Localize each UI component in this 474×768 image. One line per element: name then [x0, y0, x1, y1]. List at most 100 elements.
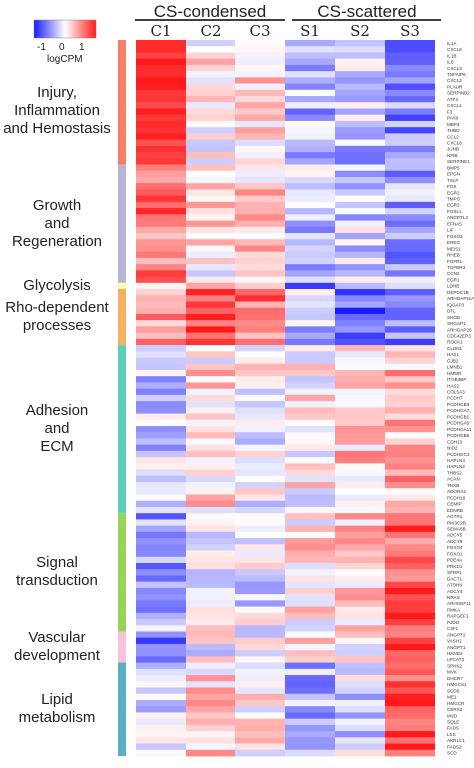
heatmap-cell [235, 500, 285, 508]
heatmap-cell [335, 419, 385, 427]
heatmap-cell [136, 326, 186, 334]
heatmap-cell [186, 133, 236, 141]
gene-label: LMNB1 [447, 365, 463, 370]
heatmap-cell [186, 320, 236, 327]
group-label-line: development [14, 647, 100, 664]
heatmap-cell [235, 494, 285, 502]
heatmap-cell [235, 612, 285, 620]
heatmap-cell [335, 457, 385, 464]
heatmap-cell [385, 127, 435, 134]
heatmap-cell [385, 338, 435, 346]
gene-label: NID2 [447, 446, 458, 451]
gene-label: CXCL8 [447, 140, 462, 145]
heatmap-cell [186, 183, 236, 190]
heatmap-cell [285, 170, 335, 178]
heatmap-cell [186, 637, 236, 645]
column-label-s3: S3 [400, 22, 420, 40]
heatmap-cell [235, 457, 285, 464]
heatmap-cell [235, 519, 285, 527]
heatmap-cell [335, 301, 385, 309]
gene-label: HAND2 [447, 651, 463, 656]
heatmap-cell [136, 450, 186, 458]
heatmap-cell [186, 675, 236, 682]
heatmap-cell [335, 114, 385, 122]
heatmap-cell [285, 737, 335, 744]
heatmap-cell [136, 264, 186, 271]
heatmap-cell [385, 52, 435, 60]
gene-label: EGR3 [447, 203, 460, 208]
gene-label: LSS [447, 732, 456, 737]
gene-label: IQGAP3 [447, 302, 465, 307]
heatmap-cell [186, 600, 236, 607]
gene-label: IL6 [447, 60, 454, 65]
heatmap-cell [335, 220, 385, 228]
heatmap-cell [285, 295, 335, 302]
heatmap-cell [285, 388, 335, 396]
heatmap-cell [186, 145, 236, 153]
heatmap-cell [136, 743, 186, 751]
heatmap-cell [186, 482, 236, 489]
heatmap-cell [335, 195, 385, 203]
heatmap-cell [235, 606, 285, 614]
group-bar [118, 662, 126, 756]
heatmap-cell [136, 625, 186, 632]
condition-title-condensed: CS-condensed [153, 2, 267, 21]
heatmap-cell [136, 345, 186, 352]
heatmap-cell [235, 83, 285, 91]
heatmap-cell [186, 724, 236, 732]
heatmap-cell [186, 594, 236, 601]
heatmap-cell [385, 594, 435, 601]
heatmap-cell [335, 77, 385, 84]
heatmap-cell [285, 506, 335, 514]
heatmap-cell [385, 214, 435, 221]
heatmap-cell [285, 687, 335, 695]
heatmap-cell [136, 394, 186, 402]
heatmap-cell [235, 575, 285, 583]
heatmap-cell [136, 531, 186, 539]
heatmap-cell [235, 127, 285, 134]
heatmap-cell [385, 513, 435, 520]
heatmap-cell [385, 556, 435, 564]
heatmap-cell [136, 139, 186, 147]
heatmap-cell [235, 338, 285, 346]
heatmap-cell [285, 575, 335, 583]
heatmap-cell [335, 108, 385, 116]
heatmap-cell [385, 712, 435, 720]
heatmap-cell [335, 550, 385, 558]
heatmap-cell [285, 320, 335, 327]
heatmap-cell [235, 96, 285, 103]
heatmap-cell [235, 619, 285, 626]
heatmap-cell [235, 357, 285, 365]
group-label: Growth and Regeneration [0, 197, 114, 251]
heatmap-cell [335, 357, 385, 365]
heatmap-cell [335, 643, 385, 651]
heatmap-cell [335, 307, 385, 315]
group-label-line: Glycolysis [23, 276, 91, 294]
heatmap-cell [335, 245, 385, 253]
heatmap-cell [235, 133, 285, 141]
heatmap-cell [235, 538, 285, 545]
heatmap-cell [385, 606, 435, 614]
heatmap-cell [186, 681, 236, 688]
heatmap-cell [335, 699, 385, 707]
heatmap-cell [285, 743, 335, 751]
heatmap-cell [235, 239, 285, 246]
heatmap-cell [385, 139, 435, 147]
gene-label: ARHGAP28 [447, 327, 472, 332]
heatmap-cell [335, 176, 385, 184]
heatmap-cell [235, 743, 285, 751]
heatmap-cell [186, 257, 236, 265]
heatmap-cell [335, 164, 385, 172]
heatmap-cell [335, 407, 385, 414]
heatmap-cell [385, 77, 435, 84]
heatmap-cell [186, 313, 236, 321]
heatmap-cell [235, 276, 285, 284]
heatmap-cell [235, 369, 285, 377]
group-label: Adhesion and ECM [0, 402, 114, 456]
heatmap-cell [285, 643, 335, 651]
heatmap-cell [335, 482, 385, 489]
heatmap-cell [335, 506, 385, 514]
heatmap-cell [385, 401, 435, 408]
heatmap-cell [335, 394, 385, 402]
group-label: Vascular development [0, 629, 114, 665]
